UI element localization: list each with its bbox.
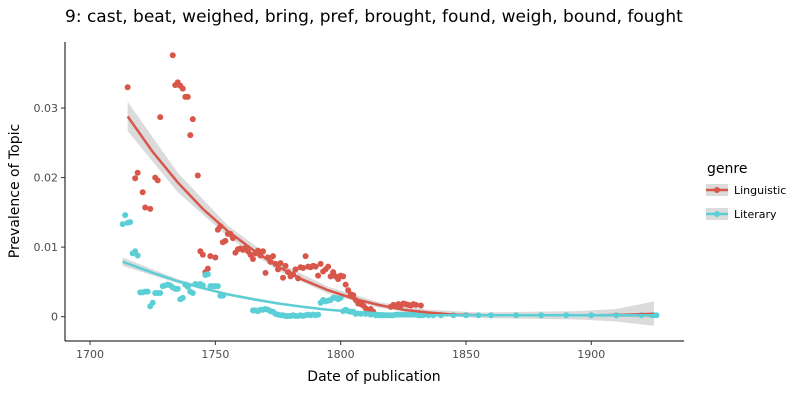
linguistic-data-point — [412, 301, 419, 308]
linguistic-data-point — [315, 272, 322, 279]
linguistic-data-point — [169, 52, 176, 59]
legend-key-point — [714, 187, 720, 193]
linguistic-data-point — [312, 263, 319, 270]
linguistic-data-point — [350, 292, 357, 299]
linguistic-data-point — [302, 253, 309, 260]
linguistic-data-point — [282, 262, 289, 269]
legend: genre Linguistic Literary — [706, 161, 786, 221]
linguistic-data-point — [157, 114, 164, 121]
linguistic-data-point — [277, 260, 284, 267]
y-tick-label: 0.01 — [34, 241, 59, 254]
linguistic-data-point — [270, 253, 277, 260]
literary-data-point — [127, 219, 134, 226]
linguistic-data-point — [124, 84, 131, 91]
linguistic-data-point — [292, 266, 299, 273]
literary-data-point — [179, 294, 186, 301]
linguistic-data-point — [417, 302, 424, 309]
y-tick-label: 0.02 — [34, 172, 59, 185]
legend-item-literary: Literary — [706, 208, 777, 221]
linguistic-data-point — [204, 265, 211, 272]
literary-data-point — [144, 288, 151, 295]
x-tick-label: 1750 — [201, 348, 229, 361]
linguistic-data-point — [184, 93, 191, 100]
linguistic-data-point — [317, 260, 324, 267]
literary-data-point — [174, 285, 181, 292]
linguistic-data-point — [194, 172, 201, 179]
linguistic-data-point — [212, 254, 219, 261]
linguistic-data-point — [340, 273, 347, 280]
linguistic-data-point — [187, 132, 194, 139]
literary-data-point — [214, 283, 221, 290]
literary-data-point — [122, 212, 129, 219]
legend-label: Linguistic — [734, 184, 786, 197]
literary-data-point — [157, 290, 164, 297]
x-tick-label: 1850 — [452, 348, 480, 361]
linguistic-data-point — [154, 177, 161, 184]
literary-data-point — [119, 221, 126, 228]
x-axis-title: Date of publication — [307, 369, 440, 385]
y-tick-label: 0.03 — [34, 102, 59, 115]
legend-title: genre — [707, 161, 747, 177]
fit-lines — [122, 115, 657, 317]
legend-item-linguistic: Linguistic — [706, 184, 786, 197]
linguistic-data-point — [134, 169, 141, 176]
linguistic-data-point — [249, 255, 256, 262]
literary-data-point — [315, 311, 322, 318]
legend-key-point — [714, 211, 720, 217]
linguistic-data-point — [342, 281, 349, 288]
linguistic-data-point — [142, 204, 149, 211]
linguistic-data-point — [262, 269, 269, 276]
literary-data-point — [134, 252, 141, 259]
literary-data-point — [149, 299, 156, 306]
literary-data-point — [337, 294, 344, 301]
linguistic-data-point — [139, 189, 146, 196]
x-tick-label: 1700 — [76, 348, 104, 361]
linguistic-data-point — [132, 175, 139, 182]
confidence-bands — [122, 101, 657, 326]
x-tick-label: 1800 — [327, 348, 355, 361]
y-axis-ticks: 0 0.01 0.02 0.03 — [34, 102, 65, 324]
linguistic-data-point — [199, 251, 206, 258]
y-tick-label: 0 — [51, 311, 58, 324]
literary-data-point — [204, 271, 211, 278]
linguistic-data-point — [259, 248, 266, 255]
plot-area — [119, 52, 660, 326]
linguistic-data-point — [147, 205, 154, 212]
linguistic-data-point — [280, 274, 287, 281]
linguistic-data-point — [325, 263, 332, 270]
x-tick-label: 1900 — [577, 348, 605, 361]
linguistic-data-point — [189, 116, 196, 123]
data-points — [119, 52, 660, 319]
linguistic-data-point — [300, 264, 307, 271]
literary-data-point — [189, 290, 196, 297]
linguistic-data-point — [179, 85, 186, 92]
literary-fit-line — [122, 260, 657, 317]
legend-label: Literary — [734, 208, 777, 221]
chart-title: 9: cast, beat, weighed, bring, pref, bro… — [65, 7, 683, 27]
linguistic-data-point — [222, 237, 229, 244]
linguistic-data-point — [207, 253, 214, 260]
x-axis-ticks: 1700 1750 1800 1850 1900 — [76, 341, 605, 361]
y-axis-title: Prevalence of Topic — [7, 124, 23, 258]
